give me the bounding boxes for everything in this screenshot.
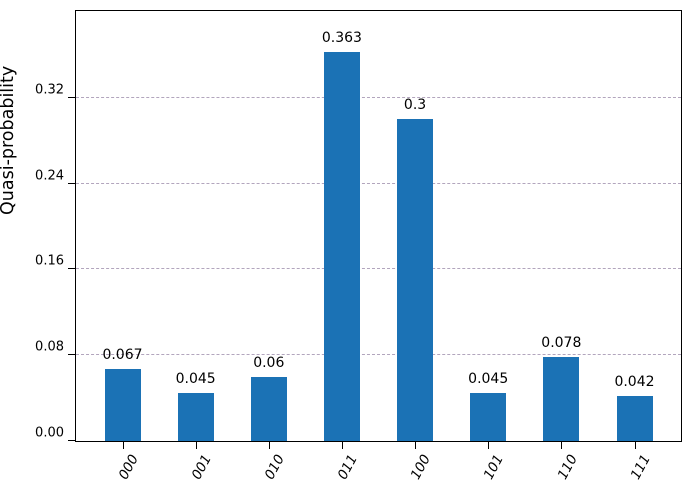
bar-010 <box>250 376 287 441</box>
bar-value-label: 0.078 <box>541 335 582 352</box>
x-tick-mark <box>415 442 417 449</box>
gridline <box>76 96 681 98</box>
x-tick-label: 110 <box>554 452 581 483</box>
x-tick-mark <box>341 442 343 449</box>
x-tick-mark <box>561 442 563 449</box>
bar-001 <box>177 392 214 441</box>
y-tick-mark <box>68 440 75 441</box>
bar-value-label: 0.067 <box>102 347 143 364</box>
bar-111 <box>616 395 653 441</box>
bar-101 <box>470 392 507 441</box>
x-tick-mark <box>488 442 490 449</box>
gridline <box>76 182 681 184</box>
x-tick-mark <box>195 442 197 449</box>
bar-value-label: 0.06 <box>253 354 285 371</box>
x-tick-label: 010 <box>261 452 288 483</box>
bar-100 <box>397 119 434 441</box>
y-tick-label: 0.16 <box>35 253 64 269</box>
x-tick-mark <box>634 442 636 449</box>
x-tick-mark <box>122 442 124 449</box>
y-tick-mark <box>68 96 75 98</box>
y-tick-mark <box>68 182 75 184</box>
bar-000 <box>104 369 141 441</box>
bar-011 <box>323 51 360 441</box>
plot-area: 0.00 0.08 0.16 0.24 0.32 0.067 000 0.045 001 0.06… <box>35 10 682 482</box>
bar-value-label: 0.045 <box>175 370 216 387</box>
gridline <box>76 268 681 270</box>
x-tick-label: 101 <box>481 452 508 483</box>
y-tick-label: 0.08 <box>35 339 64 355</box>
y-tick-mark <box>68 354 75 356</box>
x-tick-label: 001 <box>188 452 215 483</box>
x-tick-label: 011 <box>334 452 362 483</box>
bar-value-label: 0.363 <box>321 29 362 46</box>
bar-value-label: 0.045 <box>468 370 509 387</box>
y-tick-label: 0.00 <box>35 425 64 441</box>
y-tick-label: 0.24 <box>35 168 64 184</box>
y-axis-title: Quasi-probability <box>0 65 18 215</box>
gridline <box>76 354 681 356</box>
bar-110 <box>543 357 580 441</box>
bar-value-label: 0.042 <box>614 373 655 390</box>
x-tick-label: 111 <box>627 452 654 483</box>
bar-value-label: 0.3 <box>403 97 427 114</box>
x-tick-label: 000 <box>115 452 142 483</box>
y-tick-mark <box>68 268 75 270</box>
x-tick-mark <box>268 442 270 449</box>
x-tick-label: 100 <box>407 452 435 483</box>
y-tick-label: 0.32 <box>35 82 64 98</box>
